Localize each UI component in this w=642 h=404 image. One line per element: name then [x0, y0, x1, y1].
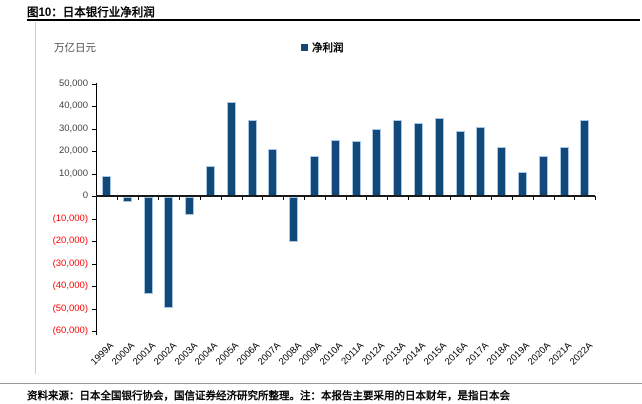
x-axis-tick: [387, 196, 389, 200]
footer-divider: [0, 383, 642, 384]
y-axis-tick: [92, 196, 96, 197]
bar-2007A: [268, 148, 278, 196]
bar-2014A: [413, 122, 423, 196]
y-tick-label: (50,000): [52, 302, 88, 314]
bar-2019A: [517, 172, 527, 196]
x-axis-tick: [241, 196, 243, 200]
x-axis-tick: [532, 196, 534, 200]
x-axis-tick: [200, 196, 201, 200]
chart-area-left-border: [35, 22, 36, 374]
bar-2005A: [226, 101, 236, 196]
y-axis-line: [96, 82, 97, 335]
bar-2006A: [247, 119, 257, 196]
y-tick-label: 40,000: [58, 100, 88, 111]
y-axis-tick: [92, 263, 96, 265]
y-axis-unit-label: 万亿日元: [54, 42, 96, 54]
zero-axis-line: [96, 195, 596, 197]
bar-2012A: [372, 128, 382, 196]
bar-2001A: [143, 197, 153, 294]
x-axis-tick: [96, 196, 97, 200]
y-axis-tick: [92, 83, 96, 85]
legend: 净利润: [301, 40, 344, 55]
bar-2021A: [559, 146, 569, 196]
x-axis-tick: [137, 196, 139, 200]
bar-2009A: [309, 155, 319, 196]
x-axis-tick: [179, 196, 181, 200]
x-axis-tick: [262, 196, 264, 200]
y-axis-tick: [92, 151, 96, 152]
bar-2011A: [351, 140, 361, 196]
y-tick-label: 50,000: [58, 77, 88, 89]
bar-2000A: [122, 197, 132, 202]
title-underline: [27, 19, 640, 21]
x-axis-tick: [220, 196, 222, 200]
y-axis-tick: [92, 331, 96, 332]
y-axis-tick: [92, 128, 96, 130]
bar-2016A: [455, 130, 465, 196]
x-axis-tick: [158, 196, 160, 200]
y-tick-label: (30,000): [52, 257, 88, 269]
y-tick-label: 0: [82, 190, 88, 201]
x-axis-tick: [304, 196, 305, 200]
x-axis-tick: [428, 196, 430, 200]
bar-2010A: [330, 139, 340, 196]
x-axis-tick: [366, 196, 368, 200]
bar-2017A: [476, 127, 486, 196]
source-note: 资料来源：日本全国银行协会，国信证券经济研究所整理。注：本报告主要采用的日本财年…: [27, 390, 510, 402]
legend-swatch-icon: [301, 44, 308, 51]
y-tick-label: 30,000: [58, 122, 88, 134]
y-tick-label: (20,000): [52, 235, 88, 246]
bar-1999A: [101, 175, 111, 196]
x-axis-tick: [553, 196, 555, 200]
legend-label: 净利润: [312, 42, 344, 54]
y-tick-label: (10,000): [52, 212, 88, 224]
x-axis-tick: [491, 196, 493, 200]
bar-2002A: [164, 197, 174, 309]
x-axis-tick: [470, 196, 472, 200]
y-tick-label: 20,000: [58, 145, 88, 156]
y-axis-tick: [92, 106, 96, 107]
y-tick-label: (60,000): [52, 325, 88, 336]
chart-title: 图10：日本银行业净利润: [27, 7, 155, 19]
y-axis-tick: [92, 286, 96, 287]
y-axis-tick: [92, 218, 96, 220]
bar-2004A: [205, 165, 215, 196]
x-axis-tick: [512, 196, 513, 200]
x-axis-tick: [283, 196, 285, 200]
bar-2015A: [434, 118, 444, 196]
bar-2020A: [538, 155, 548, 196]
x-axis-tick: [574, 196, 576, 200]
x-axis-tick: [595, 196, 597, 200]
y-axis-tick: [92, 308, 96, 310]
x-axis-tick: [408, 196, 409, 200]
bar-2003A: [185, 197, 195, 215]
y-axis-tick: [92, 173, 96, 175]
x-axis-tick: [324, 196, 326, 200]
x-axis-tick: [449, 196, 451, 200]
bar-2008A: [289, 197, 299, 242]
y-tick-label: (40,000): [52, 280, 88, 291]
bar-2013A: [393, 119, 403, 196]
y-axis-tick: [92, 241, 96, 242]
x-axis-tick: [345, 196, 347, 200]
x-axis-tick: [116, 196, 118, 200]
y-tick-label: 10,000: [58, 167, 88, 179]
bar-2018A: [497, 146, 507, 196]
bar-2022A: [580, 119, 590, 196]
